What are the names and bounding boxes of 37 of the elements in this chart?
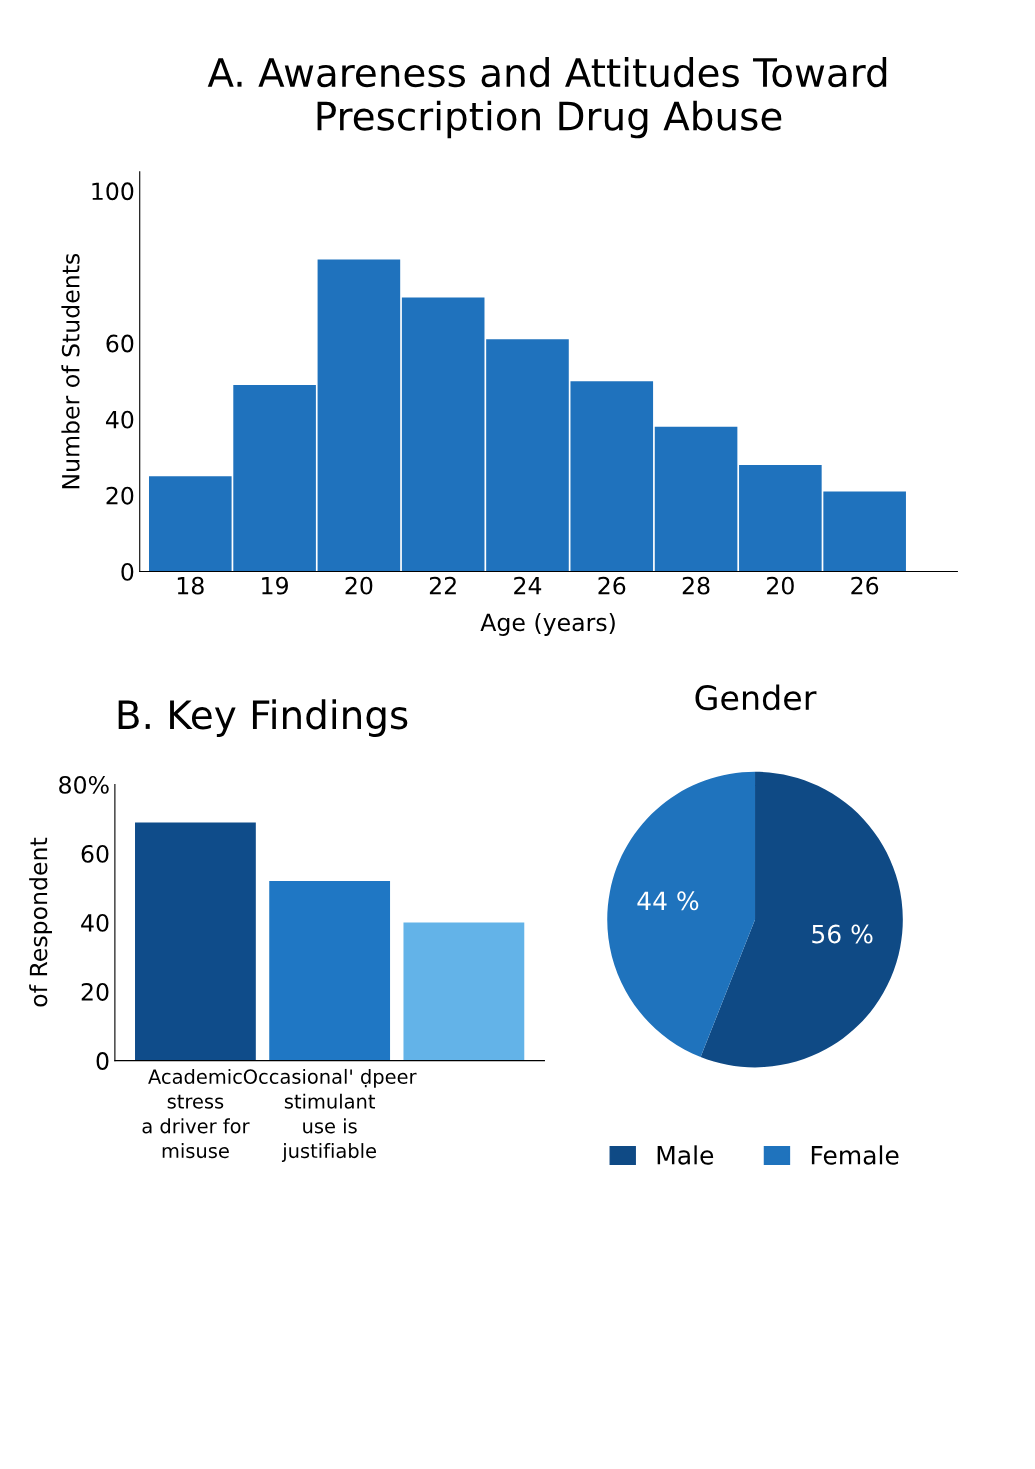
bar [403, 922, 525, 1061]
pie-slice [700, 771, 903, 1068]
x-tick-label: 28 [682, 576, 710, 595]
y-tick-label: 40 [105, 410, 134, 429]
y-tick-label: 20 [81, 983, 109, 1001]
x-tick-label: 20 [767, 576, 794, 595]
y-tick-label: 40 [81, 913, 109, 932]
data-label: 56 % [812, 924, 873, 944]
x-tick-label: 22 [429, 576, 456, 595]
bar [269, 881, 391, 1061]
x-tick-label: 26 [598, 576, 626, 595]
chart-title: Gender [695, 684, 817, 711]
x-tick-label: 19 [262, 576, 288, 595]
x-axis-title: Age (years) [480, 613, 615, 636]
y-axis-title: of Respondent [29, 837, 52, 1007]
y-tick-label: 0 [96, 1052, 109, 1070]
pie-slice [607, 771, 756, 1058]
y-axis-title: Number of Students [61, 253, 80, 489]
y-tick-label: 100 [92, 182, 134, 201]
legend-label: Male [657, 1145, 714, 1165]
x-tick-label: 20 [345, 576, 373, 595]
x-tick-label: 24 [514, 576, 542, 595]
y-tick-label: 60 [106, 334, 134, 353]
y-tick-label: 80% [59, 775, 109, 794]
bar [317, 259, 401, 572]
y-tick-label: 0 [121, 562, 134, 581]
legend-label: Female [811, 1145, 899, 1165]
y-tick-label: 60 [81, 844, 109, 863]
chart-title: B. Key Findings [118, 699, 408, 737]
x-tick-label: 26 [851, 576, 879, 595]
chart-title: A. Awareness and Attitudes Toward Prescription Drug Abuse [207, 57, 887, 139]
data-label: 44 % [637, 891, 699, 911]
bar [135, 822, 256, 1061]
x-tick-label: 18 [177, 576, 204, 595]
bar [654, 426, 738, 572]
bar [401, 297, 485, 572]
y-tick-label: 20 [106, 486, 134, 505]
